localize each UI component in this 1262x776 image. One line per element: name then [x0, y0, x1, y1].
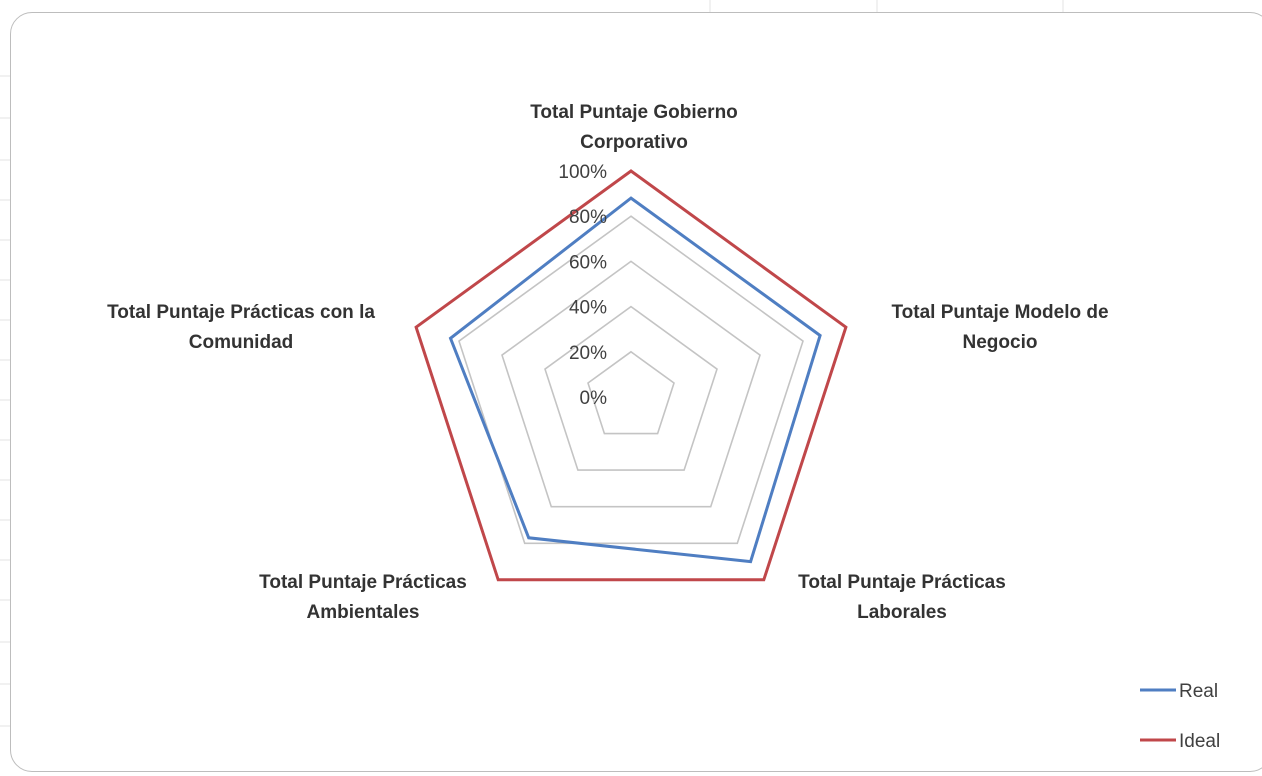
category-label-5: Total Puntaje Prácticas con la Comunidad [107, 302, 375, 353]
category-label-1: Total Puntaje Gobierno Corporativo [530, 102, 738, 153]
tick-label-40: 40% [569, 298, 607, 319]
category-label-3: Total Puntaje Prácticas Laborales [798, 572, 1006, 623]
chart-frame[interactable] [10, 12, 1262, 772]
radar-category-labels: Total Puntaje Gobierno Corporativo Total P… [107, 102, 1108, 623]
legend-label-real: Real [1179, 681, 1218, 702]
radar-tick-labels: 0% 20% 40% 60% 80% 100% [558, 162, 607, 409]
category-label-2: Total Puntaje Modelo de Negocio [891, 302, 1108, 353]
series-line-ideal[interactable] [414, 169, 848, 582]
tick-label-60: 60% [569, 252, 607, 273]
legend-label-ideal: Ideal [1179, 731, 1220, 752]
tick-label-100: 100% [558, 162, 607, 183]
radar-series [414, 169, 848, 582]
series-line-real[interactable] [448, 196, 822, 564]
tick-label-80: 80% [569, 207, 607, 228]
category-label-4: Total Puntaje Prácticas Ambientales [259, 572, 467, 623]
grid-ring-20 [587, 350, 675, 435]
legend: Real Ideal [1140, 681, 1220, 752]
radar-grid [458, 215, 804, 545]
tick-label-20: 20% [569, 343, 607, 364]
grid-ring-40 [544, 305, 718, 471]
grid-ring-80 [458, 215, 804, 545]
grid-ring-60 [501, 260, 761, 508]
tick-label-0: 0% [580, 388, 608, 409]
